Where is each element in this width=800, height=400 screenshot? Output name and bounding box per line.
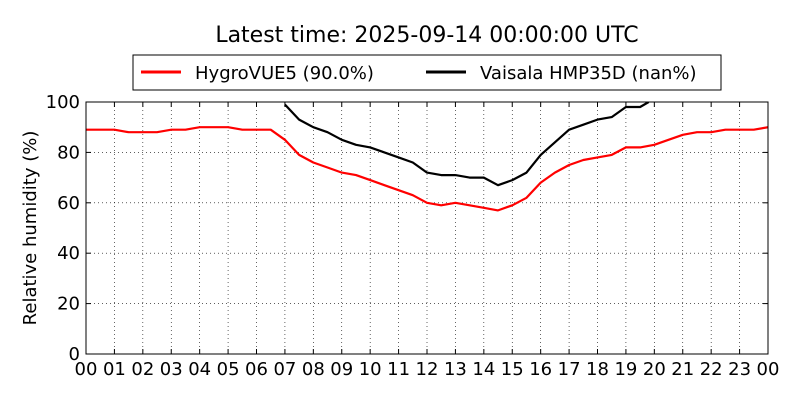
x-tick-label: 23	[728, 359, 751, 380]
x-tick-label: 21	[671, 359, 694, 380]
x-tick-label: 11	[387, 359, 410, 380]
x-tick-label: 03	[160, 359, 183, 380]
x-tick-label: 05	[217, 359, 240, 380]
x-tick-label: 09	[330, 359, 353, 380]
y-tick-label: 40	[57, 243, 80, 264]
x-tick-label: 20	[643, 359, 666, 380]
plot-frame	[85, 101, 769, 355]
legend-label-vaisala: Vaisala HMP35D (nan%)	[480, 63, 697, 84]
y-tick-label: 60	[57, 193, 80, 214]
x-tick-label: 22	[700, 359, 723, 380]
x-tick-label: 02	[131, 359, 154, 380]
series-layer	[86, 102, 768, 212]
x-tick-label: 12	[416, 359, 439, 380]
y-tick-label: 20	[57, 294, 80, 315]
legend: HygroVUE5 (90.0%) Vaisala HMP35D (nan%)	[132, 54, 722, 91]
y-axis-label: Relative humidity (%)	[20, 131, 41, 326]
x-tick-label: 15	[501, 359, 524, 380]
x-tick-label: 06	[245, 359, 268, 380]
y-tick-label: 80	[57, 142, 80, 163]
x-tick-label: 19	[614, 359, 637, 380]
x-tick-label: 10	[359, 359, 382, 380]
x-tick-label: 07	[273, 359, 296, 380]
legend-label-hygrovue5: HygroVUE5 (90.0%)	[195, 63, 374, 84]
x-tick-label: 18	[586, 359, 609, 380]
x-tick-label: 01	[103, 359, 126, 380]
x-tick-label: 14	[472, 359, 495, 380]
x-tick-label: 13	[444, 359, 467, 380]
chart-title: Latest time: 2025-09-14 00:00:00 UTC	[215, 23, 638, 48]
x-tick-label: 00	[75, 359, 98, 380]
y-tick-label: 0	[69, 344, 80, 365]
x-tick-label: 00	[757, 359, 780, 380]
series-line-vaisala	[284, 102, 650, 187]
x-tick-label: 08	[302, 359, 325, 380]
y-tick-label: 100	[46, 92, 80, 113]
x-tick-label: 17	[558, 359, 581, 380]
series-line-hygrovue5	[86, 126, 768, 212]
x-tick-label: 16	[529, 359, 552, 380]
x-tick-label: 04	[188, 359, 211, 380]
axes-layer: 00 01 02 03 04 05 06 07 08 09 10 11 12 13 14 15 16 17 18 19…	[46, 92, 780, 380]
